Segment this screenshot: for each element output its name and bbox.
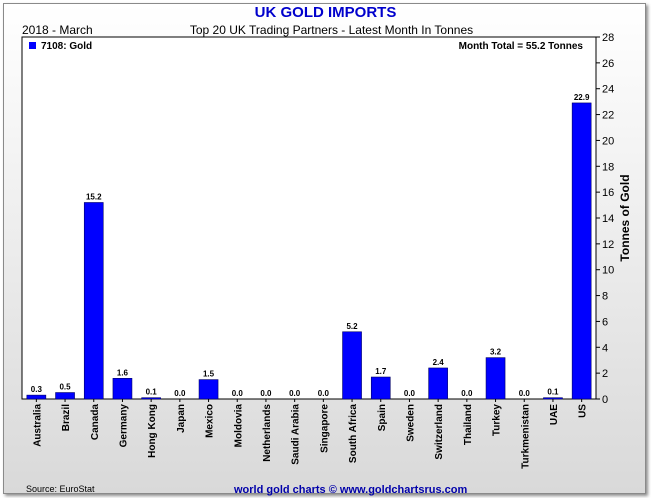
y-tick-label: 24: [602, 84, 614, 96]
y-tick-label: 8: [602, 291, 608, 303]
bar: [543, 397, 563, 400]
bar: [112, 378, 133, 400]
x-tick-label: Sweden: [405, 404, 416, 442]
bar: [198, 379, 219, 400]
bar: [370, 376, 391, 400]
bar: [485, 357, 506, 400]
bar-value-label: 5.2: [346, 322, 358, 331]
x-tick-label: Brazil: [61, 404, 72, 431]
y-tick-label: 26: [602, 58, 614, 70]
bar-value-label: 0.0: [260, 389, 272, 398]
bar-value-label: 0.0: [404, 389, 416, 398]
bar: [571, 102, 592, 400]
bar-value-label: 0.5: [59, 383, 71, 392]
y-tick-label: 2: [602, 368, 608, 380]
y-tick-label: 16: [602, 187, 614, 199]
source-label: Source: EuroStat: [26, 484, 95, 494]
bar-value-label: 15.2: [86, 192, 102, 201]
bar-value-label: 0.0: [289, 389, 301, 398]
y-tick-label: 18: [602, 161, 614, 173]
bar: [428, 367, 448, 400]
x-tick-label: Australia: [32, 404, 43, 447]
bar-value-label: 0.0: [519, 389, 531, 398]
bar: [83, 202, 104, 400]
y-tick-label: 12: [602, 239, 614, 251]
y-tick-label: 10: [602, 265, 614, 277]
month-total-label: Month Total = 55.2 Tonnes: [459, 41, 584, 52]
bar-value-label: 0.0: [318, 389, 330, 398]
x-tick-label: UAE: [549, 404, 560, 425]
bar-value-label: 1.5: [203, 370, 215, 379]
x-axis: Australia Brazil Canada Germany Hong Kong Jap…: [32, 399, 589, 469]
x-tick-label: South Africa: [348, 404, 359, 464]
chart-subtitle: Top 20 UK Trading Partners - Latest Mont…: [189, 23, 474, 37]
x-tick-label: Netherlands: [262, 404, 273, 462]
x-tick-label: Saudi Arabia: [291, 404, 302, 465]
watermark-label: world gold charts © www.goldchartsrus.co…: [234, 484, 468, 496]
y-tick-label: 22: [602, 110, 614, 122]
y-axis-label: Tonnes of Gold: [618, 174, 632, 261]
bar: [342, 331, 362, 400]
y-tick-label: 14: [602, 213, 614, 225]
x-tick-label: Moldovia: [233, 404, 244, 448]
legend-swatch: [29, 42, 36, 49]
legend-label: 7108: Gold: [41, 41, 92, 52]
bar-value-label: 3.2: [490, 348, 502, 357]
x-tick-label: Germany: [118, 404, 129, 448]
x-tick-label: Thailand: [463, 404, 474, 445]
chart-title: UK GOLD IMPORTS: [254, 4, 397, 21]
y-tick-label: 0: [602, 394, 608, 406]
bar-value-label: 0.0: [174, 389, 186, 398]
bar-value-label: 0.1: [146, 388, 158, 397]
bar-group: 0.3 0.5 15.2 1.6 0.1 0.0 1.5 0.0 0.0 0.0 0.0 5.2 1.7…: [26, 93, 592, 400]
x-tick-label: Turkey: [492, 404, 503, 436]
y-tick-label: 20: [602, 135, 614, 147]
x-tick-label: US: [578, 404, 589, 418]
y-tick-label: 4: [602, 342, 608, 354]
x-tick-label: Canada: [90, 404, 101, 441]
y-tick-label: 28: [602, 32, 614, 44]
x-tick-label: Singapore: [319, 404, 330, 453]
bar-value-label: 0.3: [31, 385, 43, 394]
bar: [55, 392, 75, 400]
period-label: 2018 - March: [22, 23, 93, 37]
bar: [141, 397, 161, 400]
x-tick-label: Hong Kong: [147, 404, 158, 458]
x-tick-label: Turkmenistan: [520, 404, 531, 469]
y-tick-label: 6: [602, 316, 608, 328]
plot-area: [21, 36, 597, 400]
bar-value-label: 1.6: [117, 368, 129, 377]
x-tick-label: Mexico: [205, 404, 216, 438]
bar-value-label: 22.9: [574, 93, 590, 102]
bar-value-label: 0.0: [232, 389, 244, 398]
x-tick-label: Switzerland: [434, 404, 445, 460]
bar-value-label: 2.4: [433, 358, 445, 367]
bar-value-label: 0.1: [547, 388, 559, 397]
x-tick-label: Spain: [377, 404, 388, 431]
bar-value-label: 1.7: [375, 367, 387, 376]
x-tick-label: Japan: [176, 404, 187, 433]
bar: [26, 394, 47, 400]
bar-value-label: 0.0: [461, 389, 473, 398]
